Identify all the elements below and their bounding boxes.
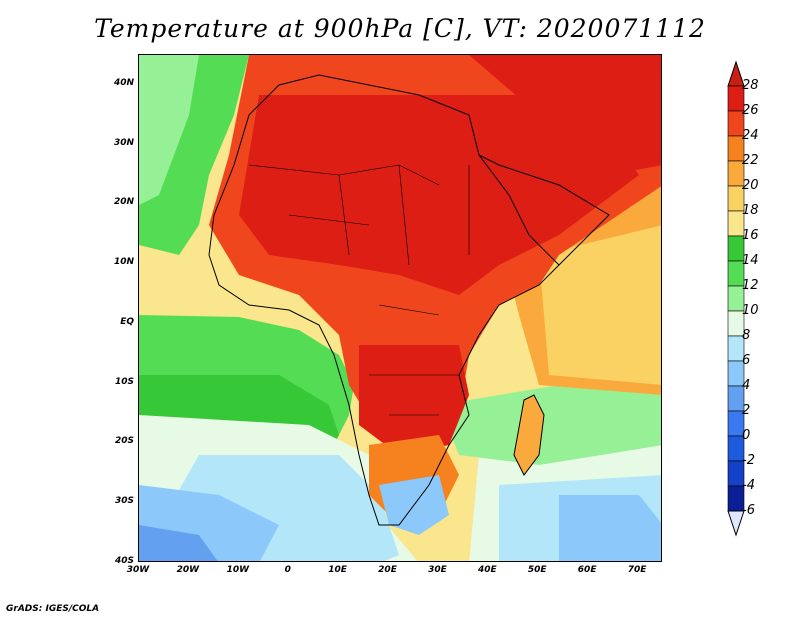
colorbar-value-label: 14	[742, 253, 759, 268]
lat-tick-label: 10S	[114, 376, 134, 387]
lon-tick-label: 50E	[527, 565, 547, 575]
colorbar-value-label: 22	[742, 153, 759, 168]
colorbar-value-label: 10	[742, 303, 759, 318]
colorbar-value-label: 24	[742, 128, 759, 143]
lat-tick-label: 40S	[114, 556, 134, 566]
lat-tick-label: 30N	[113, 137, 134, 148]
lon-tick-label: 10W	[226, 565, 250, 575]
lon-tick-label: 30W	[126, 565, 150, 575]
colorbar-value-label: -2	[742, 453, 755, 468]
lon-tick-label: 60E	[577, 565, 597, 575]
colorbar-bottom-arrow	[727, 510, 745, 537]
lat-tick-label: 10N	[113, 257, 134, 268]
lon-tick-label: 20W	[176, 565, 200, 575]
north-atlantic-cooler	[139, 55, 199, 205]
colorbar-value-label: -6	[742, 503, 755, 518]
temperature-field	[139, 55, 661, 561]
arabia-coastline	[478, 154, 610, 266]
colorbar-value-label: 18	[742, 203, 759, 218]
south-atlantic-blue-deepest	[139, 525, 218, 561]
colorbar-value-label: 20	[742, 178, 759, 193]
lat-tick-label: 30S	[114, 496, 134, 507]
lon-tick-label: 70E	[627, 565, 647, 575]
colorbar-value-label: -4	[742, 478, 755, 493]
lon-tick-label: 30E	[428, 565, 447, 575]
map-title: Temperature at 900hPa [C], VT: 202007111…	[94, 14, 706, 43]
lat-tick-label: 20N	[113, 197, 134, 208]
lon-tick-label: 40E	[477, 565, 497, 575]
colorbar	[727, 60, 745, 537]
lon-tick-label: 20E	[378, 565, 397, 575]
southern-africa-hot	[359, 345, 469, 455]
africa-coastline	[208, 74, 560, 526]
lon-tick-label: 0	[284, 565, 291, 575]
colorbar-value-label: 0	[742, 428, 751, 443]
lat-tick-label: EQ	[120, 316, 134, 327]
credit-text: GrADS: IGES/COLA	[6, 604, 100, 614]
colorbar-value-label: 12	[742, 278, 759, 293]
temperature-map	[138, 54, 662, 562]
indian-ocean-moderate	[539, 225, 661, 385]
colorbar-value-label: 2	[742, 403, 751, 418]
south-indian-blue-deep	[559, 495, 661, 561]
colorbar-value-label: 4	[742, 378, 751, 393]
colorbar-value-label: 6	[742, 353, 751, 368]
country-borders	[248, 164, 470, 416]
middle-east-hot	[469, 55, 661, 175]
lat-tick-label: 20S	[114, 436, 134, 447]
lon-tick-label: 10E	[328, 565, 347, 575]
madagascar-coastline	[513, 394, 545, 476]
colorbar-value-label: 26	[742, 103, 759, 118]
lat-tick-label: 40N	[113, 77, 134, 88]
colorbar-value-label: 16	[742, 228, 759, 243]
colorbar-value-label: 28	[742, 78, 759, 93]
south-indian-green	[439, 385, 661, 465]
colorbar-value-label: 8	[742, 328, 751, 343]
